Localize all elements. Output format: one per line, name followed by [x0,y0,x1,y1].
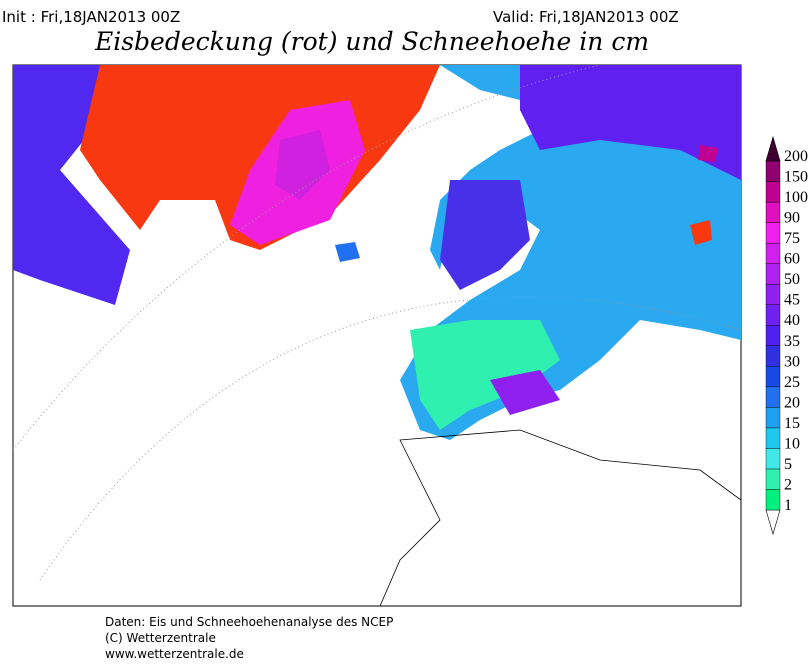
colorbar-swatch [765,160,781,182]
snow-central-europe [410,320,560,430]
colorbar-label: 100 [784,189,808,206]
colorbar-label: 60 [784,251,800,268]
footer-line: (C) Wetterzentrale [105,631,216,645]
colorbar-swatch [765,386,781,408]
snow-russia-north [520,65,741,180]
colorbar-label: 40 [784,312,800,329]
colorbar-swatch [765,407,781,429]
colorbar-label: 150 [784,169,808,186]
valid-time: Valid: Fri,18JAN2013 00Z [493,8,679,26]
colorbar-swatch [765,489,781,511]
snow-iceland [335,242,360,262]
colorbar-label: 45 [784,292,800,309]
colorbar-label: 1 [784,497,792,514]
colorbar-label: 20 [784,394,800,411]
colorbar-swatch [765,448,781,470]
map-title: Eisbedeckung (rot) und Schneehoehe in cm [94,27,649,56]
snow-scandinavia [440,180,530,290]
colorbar-swatch [765,366,781,388]
colorbar-swatch [765,263,781,285]
colorbar-swatch [765,345,781,367]
colorbar-swatch [765,181,781,203]
colorbar-label: 5 [784,456,792,473]
init-time: Init : Fri,18JAN2013 00Z [2,8,180,26]
colorbar-label: 10 [784,435,800,452]
colorbar-swatch [765,468,781,490]
colorbar-label: 50 [784,271,800,288]
colorbar-label: 90 [784,210,800,227]
ice-caspian [690,220,712,245]
snow-alps [490,370,560,415]
footer-line: Daten: Eis und Schneehoehenanalyse des N… [105,615,393,629]
colorbar-swatch [765,427,781,449]
colorbar-label: 35 [784,333,800,350]
colorbar-label: 30 [784,353,800,370]
colorbar-label: 25 [784,374,800,391]
snow-greenland-inner [275,130,330,200]
colorbar-swatch [765,283,781,305]
colorbar-bottom [765,509,781,536]
colorbar-swatch [765,304,781,326]
colorbar-swatch [765,201,781,223]
colorbar-swatch [765,242,781,264]
snow-canada [13,65,130,305]
colorbar-label: 15 [784,415,800,432]
colorbar-swatch [765,222,781,244]
map [12,64,742,607]
colorbar-top [765,135,781,162]
coastline [379,429,741,606]
colorbar-label: 75 [784,230,800,247]
colorbar-label: 200 [784,148,808,165]
snow-deep-russia [698,145,718,162]
colorbar-label: 2 [784,476,792,493]
colorbar-swatch [765,325,781,346]
footer-line: www.wetterzentrale.de [105,647,244,661]
